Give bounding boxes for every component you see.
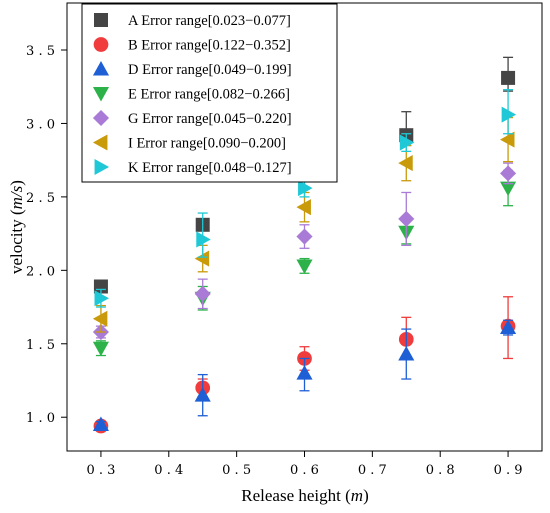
legend-label: I Error range[0.090−0.200] xyxy=(128,136,286,152)
x-tick-label: 0 . 5 xyxy=(222,463,251,478)
data-point xyxy=(298,180,313,197)
y-tick-label: 3 . 5 xyxy=(26,44,55,59)
legend-label: D Error range[0.049−0.199] xyxy=(128,62,292,78)
legend-marker xyxy=(92,60,110,76)
data-point xyxy=(92,310,108,327)
x-tick-label: 0 . 3 xyxy=(86,463,115,478)
data-point xyxy=(194,387,211,402)
data-point xyxy=(399,134,415,151)
legend-marker xyxy=(92,109,110,127)
legend-label: K Error range[0.048−0.127] xyxy=(128,160,292,176)
legend-item-G: G Error range[0.045−0.220] xyxy=(92,109,292,127)
data-point xyxy=(296,199,311,216)
data-point xyxy=(500,181,517,197)
data-point xyxy=(500,319,517,335)
legend-marker xyxy=(92,87,110,102)
y-tick-label: 1 . 5 xyxy=(26,338,55,353)
series-K xyxy=(94,89,517,308)
data-point xyxy=(92,416,109,432)
legend-item-D: D Error range[0.049−0.199] xyxy=(92,60,292,78)
x-tick-label: 0 . 9 xyxy=(494,463,523,478)
data-point xyxy=(398,155,413,172)
legend-item-I: I Error range[0.090−0.200] xyxy=(92,134,286,152)
series-D xyxy=(92,319,517,432)
y-axis-title: velocity (m/s) xyxy=(7,180,26,274)
legend-box xyxy=(81,3,338,183)
legend-label: G Error range[0.045−0.220] xyxy=(128,111,292,127)
y-tick-label: 1 . 0 xyxy=(26,411,55,426)
legend-marker xyxy=(94,13,108,27)
data-point xyxy=(296,228,313,245)
x-tick-label: 0 . 4 xyxy=(154,463,183,478)
legend-label: E Error range[0.082−0.266] xyxy=(128,87,290,103)
legend: A Error range[0.023−0.077] B Error range[… xyxy=(81,3,338,183)
y-axis-ticks: 1 . 0 1 . 5 2 . 0 2 . 5 3 . 0 3 . 5 xyxy=(26,44,67,426)
y-tick-label: 3 . 0 xyxy=(26,117,55,132)
legend-marker xyxy=(94,158,110,176)
legend-marker xyxy=(92,134,108,151)
data-point xyxy=(500,131,515,148)
x-axis-ticks: 0 . 3 0 . 4 0 . 5 0 . 6 0 . 7 0 . 8 0 . 9 xyxy=(86,451,523,478)
data-point xyxy=(500,165,517,182)
x-tick-label: 0 . 6 xyxy=(290,463,319,478)
legend-item-B: B Error range[0.122−0.352] xyxy=(93,37,291,54)
data-point xyxy=(196,231,211,248)
x-tick-label: 0 . 7 xyxy=(358,463,387,478)
legend-marker xyxy=(93,37,109,52)
x-axis-title: Release height (m) xyxy=(241,486,368,505)
data-point xyxy=(501,106,517,123)
y-tick-label: 2 . 0 xyxy=(26,264,55,279)
legend-item-A: A Error range[0.023−0.077] xyxy=(94,13,291,29)
data-point xyxy=(398,210,415,227)
data-point xyxy=(94,290,109,307)
legend-item-K: K Error range[0.048−0.127] xyxy=(94,158,292,176)
data-point xyxy=(501,70,516,85)
data-point xyxy=(296,259,313,274)
data-point xyxy=(194,250,210,267)
legend-label: A Error range[0.023−0.077] xyxy=(128,13,291,29)
legend-label: B Error range[0.122−0.352] xyxy=(128,38,291,54)
data-point xyxy=(194,285,211,302)
data-point xyxy=(296,365,313,380)
x-tick-label: 0 . 8 xyxy=(426,463,455,478)
data-point xyxy=(398,346,415,361)
legend-item-E: E Error range[0.082−0.266] xyxy=(92,87,290,103)
y-tick-label: 2 . 5 xyxy=(26,191,55,206)
data-point xyxy=(92,341,109,357)
